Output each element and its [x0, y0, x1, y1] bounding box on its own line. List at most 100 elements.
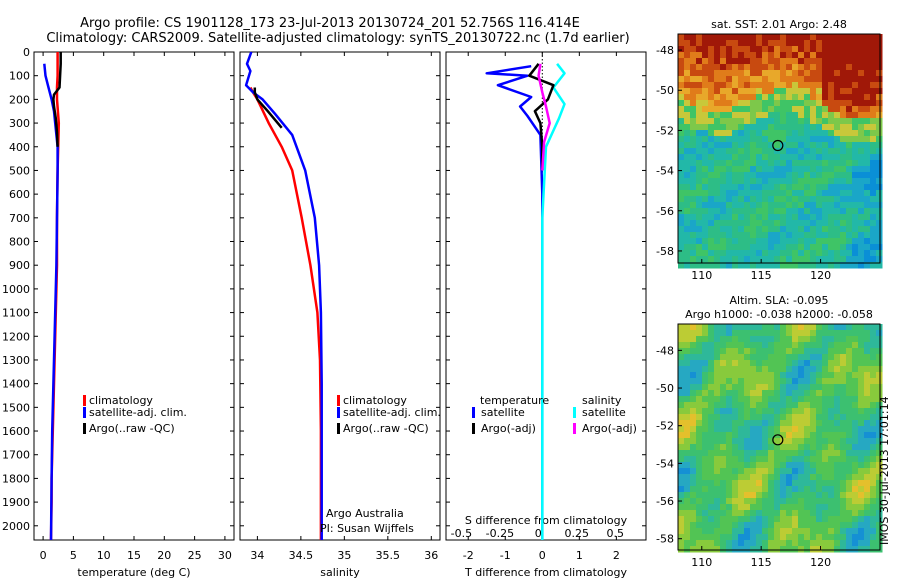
sla-cell: [750, 378, 757, 385]
sst-cell: [708, 136, 715, 143]
sla-cell: [846, 534, 853, 541]
sla-cell: [792, 546, 799, 553]
sla-cell: [792, 372, 799, 379]
sst-cell: [696, 244, 703, 251]
sst-cell: [852, 214, 859, 221]
sst-cell: [828, 220, 835, 227]
sla-cell: [696, 372, 703, 379]
sst-cell: [858, 112, 865, 119]
sla-cell: [858, 408, 865, 415]
sst-cell: [690, 178, 697, 185]
sst-cell: [870, 70, 877, 77]
sst-cell: [816, 106, 823, 113]
sst-cell: [774, 250, 781, 257]
sla-cell: [690, 498, 697, 505]
sla-cell: [720, 348, 727, 355]
sla-cell: [762, 330, 769, 337]
sst-cell: [708, 142, 715, 149]
sla-cell: [768, 390, 775, 397]
sst-cell: [792, 82, 799, 89]
sst-cell: [792, 88, 799, 95]
sst-cell: [720, 76, 727, 83]
sla-cell: [792, 456, 799, 463]
sst-cell: [876, 70, 883, 77]
sst-cell: [822, 106, 829, 113]
sla-cell: [864, 516, 871, 523]
sst-cell: [720, 262, 727, 269]
sla-cell: [864, 450, 871, 457]
sla-cell: [708, 384, 715, 391]
sla-cell: [804, 384, 811, 391]
sla-cell: [744, 438, 751, 445]
sst-cell: [858, 244, 865, 251]
sla-cell: [726, 474, 733, 481]
sst-cell: [852, 148, 859, 155]
sla-cell: [786, 522, 793, 529]
sla-cell: [852, 336, 859, 343]
sst-cell: [678, 100, 685, 107]
sla_map-ytick-label: -56: [656, 495, 674, 508]
sst-cell: [744, 220, 751, 227]
sst-cell: [768, 64, 775, 71]
sst-cell: [750, 82, 757, 89]
sla-cell: [804, 438, 811, 445]
sst-cell: [828, 82, 835, 89]
temperature-xtick-label: 5: [70, 549, 77, 562]
sla-cell: [750, 384, 757, 391]
sst-cell: [732, 190, 739, 197]
sst-cell: [732, 142, 739, 149]
sst-cell: [762, 70, 769, 77]
sst-cell: [774, 94, 781, 101]
sla-cell: [720, 366, 727, 373]
sst-cell: [810, 262, 817, 269]
sst-cell: [816, 118, 823, 125]
sst-cell: [750, 196, 757, 203]
sla-cell: [774, 408, 781, 415]
sla-cell: [726, 438, 733, 445]
sla-cell: [744, 504, 751, 511]
sla_map-frame: [677, 323, 881, 551]
sla-cell: [822, 498, 829, 505]
sla-cell: [834, 456, 841, 463]
sst-cell: [852, 118, 859, 125]
sla-cell: [762, 402, 769, 409]
sst-cell: [828, 34, 835, 41]
sst-cell: [774, 106, 781, 113]
sla-cell: [702, 408, 709, 415]
sla-cell: [756, 534, 763, 541]
sla-cell: [744, 516, 751, 523]
sla-cell: [816, 486, 823, 493]
sla-cell: [780, 420, 787, 427]
sla-cell: [864, 366, 871, 373]
sla-cell: [804, 414, 811, 421]
sla-cell: [834, 522, 841, 529]
sla-cell: [876, 492, 883, 499]
sst-cell: [768, 70, 775, 77]
sst-cell: [846, 82, 853, 89]
sst-cell: [732, 94, 739, 101]
sla-cell: [846, 348, 853, 355]
sst-cell: [762, 238, 769, 245]
sla-cell: [756, 372, 763, 379]
sla-cell: [780, 408, 787, 415]
sst-cell: [768, 220, 775, 227]
sla-cell: [870, 492, 877, 499]
sst-cell: [858, 250, 865, 257]
sst-cell: [852, 64, 859, 71]
sst-cell: [846, 52, 853, 59]
sla-cell: [828, 378, 835, 385]
sla-cell: [864, 462, 871, 469]
sst-cell: [684, 82, 691, 89]
sst-cell: [876, 34, 883, 41]
sla-cell: [846, 498, 853, 505]
sst-cell: [852, 40, 859, 47]
sla-cell: [756, 324, 763, 331]
sla-cell: [840, 474, 847, 481]
sla-cell: [720, 426, 727, 433]
sla-cell: [774, 456, 781, 463]
sst-cell: [768, 232, 775, 239]
sst-cell: [792, 256, 799, 263]
sst-cell: [870, 76, 877, 83]
sla_map-ytick-label: -54: [656, 457, 674, 470]
sla-cell: [828, 516, 835, 523]
